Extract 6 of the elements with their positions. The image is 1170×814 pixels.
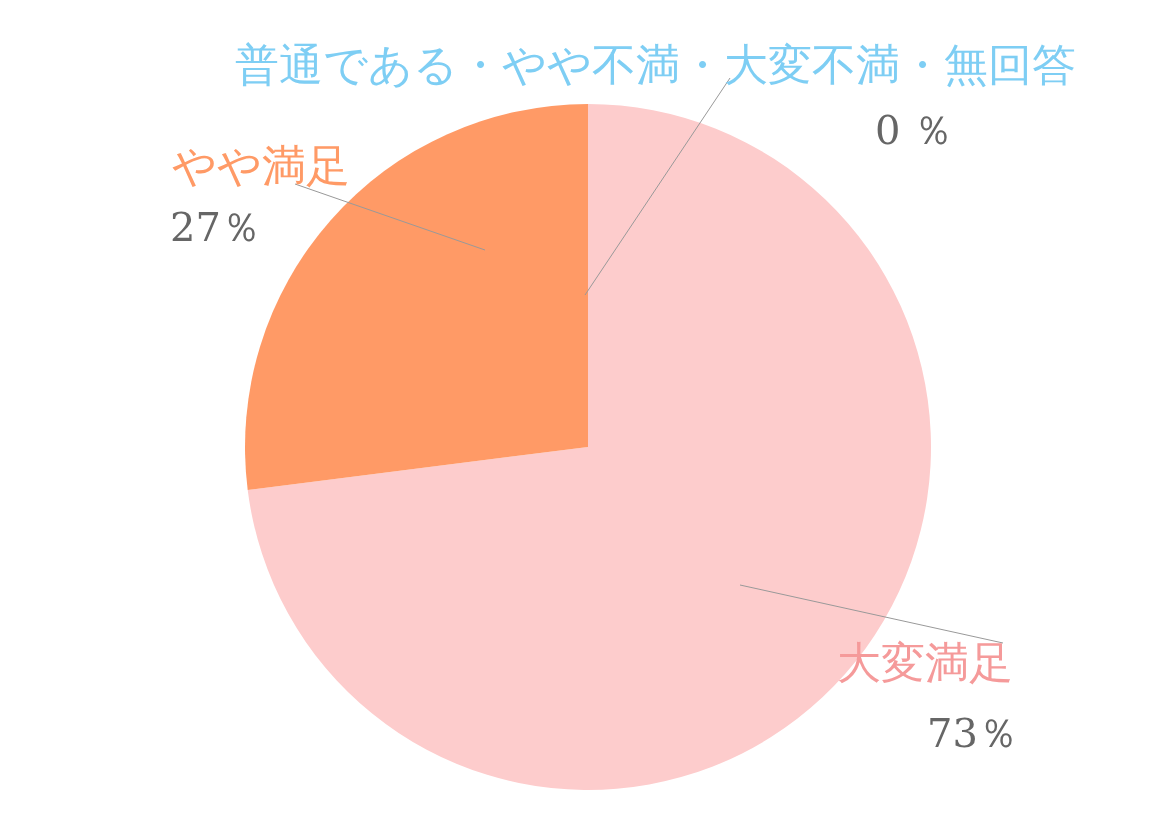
slice-label: やや満足 [172, 140, 350, 191]
slice-label: 大変満足 [837, 637, 1013, 688]
text: 0 ％ [875, 107, 954, 153]
data-label: 27％ [170, 204, 261, 250]
data-label: 73％ [927, 710, 1018, 756]
category-label: 普通である・やや不満・大変不満・無回答 [235, 39, 1076, 90]
